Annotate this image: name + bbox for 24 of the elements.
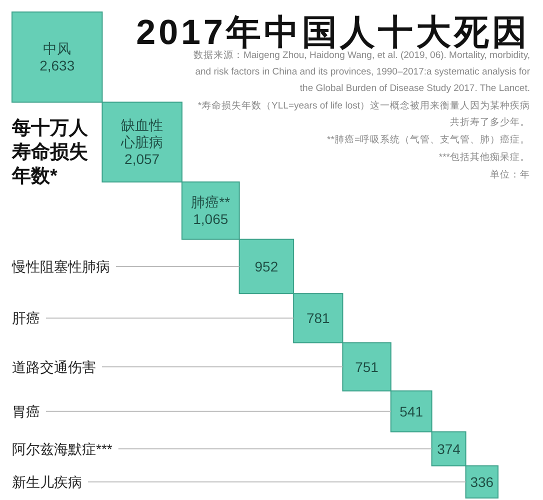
category-label: 胃癌	[12, 403, 40, 420]
category-label: 慢性阻塞性肺病	[11, 258, 110, 274]
data-label: 2,057	[124, 151, 160, 168]
text: **肺癌=呼吸系统（气管、支气管、肺）癌症。	[327, 134, 530, 146]
category-label: 肝癌	[12, 310, 40, 326]
data-label: 952	[254, 258, 278, 274]
text: ***包括其他痴呆症。	[438, 151, 530, 163]
data-label: 336	[470, 474, 494, 490]
category-label: 肺癌**	[191, 194, 231, 210]
text: *寿命损失年数（YLL=years of life lost）这一概念被用来衡量人因为某种疾病共折寿了多少年。	[198, 100, 530, 128]
data-label: 751	[355, 358, 379, 375]
text: 每十万人寿命损失年数*	[11, 117, 89, 188]
category-label: 中风	[43, 40, 72, 57]
data-label: 2,633	[40, 58, 75, 74]
data-label: 374	[437, 440, 461, 457]
data-label: 781	[306, 310, 330, 326]
data-label: 541	[400, 403, 424, 420]
category-label: 缺血性心脏病	[120, 117, 164, 150]
data-label: 1,065	[193, 211, 228, 228]
category-label: 道路交通伤害	[12, 358, 96, 375]
source-note: 数据来源：Maigeng Zhou, Haidong Wang, et al. (2019, 06). Mortality, morbidity, and risk factors in China and its provinces, 1990–2017:a systematic analysis for the Global Burden of Disease Study 2017. The Lancet.	[193, 49, 530, 94]
category-label: 新生儿疾病	[12, 474, 82, 490]
category-label: 阿尔兹海默症***	[12, 440, 113, 457]
text: 单位：年	[490, 168, 530, 180]
